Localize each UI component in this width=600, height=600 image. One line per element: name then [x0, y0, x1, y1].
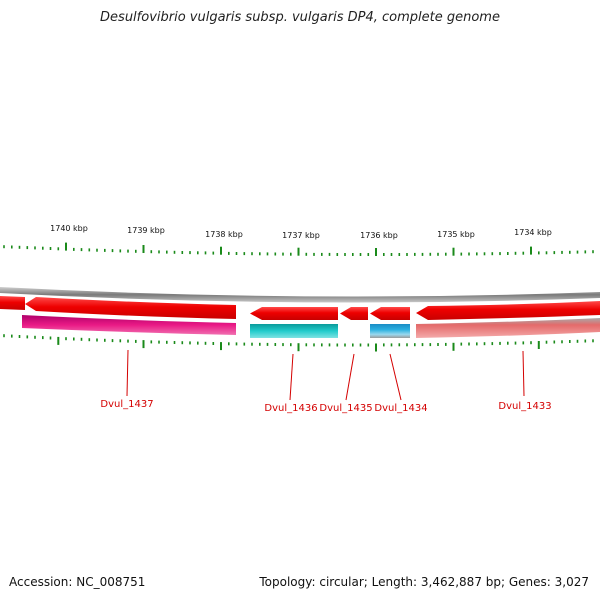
- scale-label-1739: 1739 kbp: [127, 226, 165, 235]
- band-dvul-1434: [370, 324, 410, 338]
- scale-label-1736: 1736 kbp: [360, 231, 398, 240]
- gene-label-dvul-1433[interactable]: Dvul_1433: [498, 401, 551, 412]
- band-dvul-1433: [416, 318, 600, 338]
- gene-labels: Dvul_1437 Dvul_1436 Dvul_1435 Dvul_1434 …: [100, 349, 552, 414]
- band-dvul-1437: [22, 315, 236, 335]
- topology-info: Topology: circular; Length: 3,462,887 bp…: [259, 575, 589, 589]
- cds-track: [0, 296, 600, 320]
- cds-arrow-dvul-1436[interactable]: [250, 307, 338, 320]
- scale-labels: 1740 kbp 1739 kbp 1738 kbp 1737 kbp 1736…: [50, 224, 552, 240]
- feature-bands: [22, 315, 600, 338]
- callout-line-dvul-1437: [126, 349, 129, 397]
- genome-title: Desulfovibrio vulgaris subsp. vulgaris D…: [100, 10, 500, 25]
- cds-arrow-dvul-1435[interactable]: [340, 307, 368, 320]
- callout-line-dvul-1433: [522, 350, 525, 397]
- inner-scale-ticks: [3, 334, 594, 352]
- gene-label-dvul-1436[interactable]: Dvul_1436: [264, 403, 317, 414]
- callout-line-dvul-1435: [345, 353, 355, 401]
- cds-arrow-left-fragment[interactable]: [0, 296, 25, 310]
- cds-arrow-dvul-1433[interactable]: [416, 301, 600, 320]
- callout-line-dvul-1434: [389, 353, 402, 401]
- band-dvul-1436: [250, 324, 338, 338]
- scale-label-1734: 1734 kbp: [514, 228, 552, 237]
- scale-label-1737: 1737 kbp: [282, 231, 320, 240]
- genome-backbone: [0, 287, 600, 303]
- cds-arrow-dvul-1437[interactable]: [25, 297, 236, 319]
- gene-label-dvul-1434[interactable]: Dvul_1434: [374, 403, 427, 414]
- callout-line-dvul-1436: [289, 353, 294, 401]
- cds-arrow-dvul-1434[interactable]: [370, 307, 410, 320]
- scale-label-1740: 1740 kbp: [50, 224, 88, 233]
- gene-label-dvul-1435[interactable]: Dvul_1435: [319, 403, 372, 414]
- gene-label-dvul-1437[interactable]: Dvul_1437: [100, 399, 153, 410]
- outer-scale-ticks: [3, 242, 594, 256]
- accession-info: Accession: NC_008751: [9, 575, 146, 589]
- scale-label-1738: 1738 kbp: [205, 230, 243, 239]
- scale-label-1735: 1735 kbp: [437, 230, 475, 239]
